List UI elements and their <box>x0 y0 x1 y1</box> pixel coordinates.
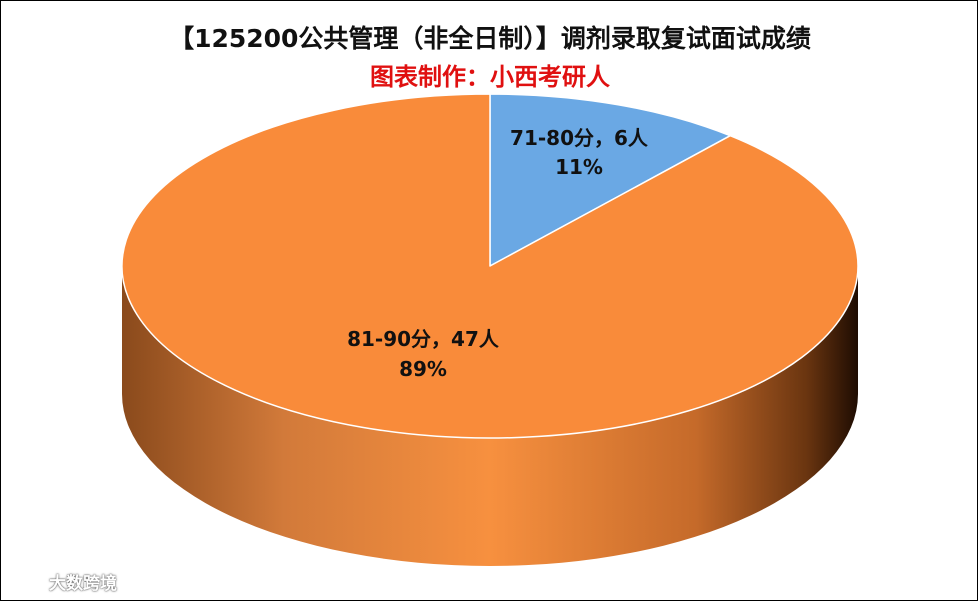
chart-title: 【125200公共管理（非全日制）】调剂录取复试面试成绩 <box>169 24 811 53</box>
weibo-logo-icon <box>10 576 45 591</box>
watermark-text: 大数跨境 <box>49 574 117 594</box>
slice-label-81-90: 81-90分，47人 <box>347 327 500 351</box>
pie-slice-71-80 <box>489 93 731 267</box>
pie-slice-81-90 <box>121 93 859 439</box>
chart-subtitle: 图表制作：小西考研人 <box>370 63 610 91</box>
slice-label-71-80: 71-80分，6人 <box>510 126 649 150</box>
slice-percent-71-80: 11% <box>555 155 603 179</box>
slice-percent-81-90: 89% <box>399 357 447 381</box>
pie-side-wall <box>122 266 858 566</box>
watermark: 大数跨境 <box>9 569 117 594</box>
